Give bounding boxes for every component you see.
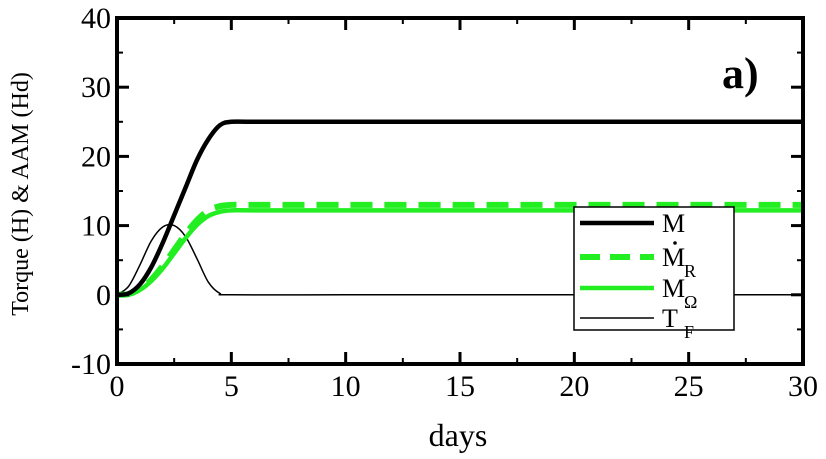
series-line-3: [116, 223, 803, 296]
y-tick-label: 40: [81, 2, 111, 35]
series-line-1: [116, 201, 803, 298]
x-tick-label: 5: [224, 370, 239, 403]
y-tick-label: 20: [81, 140, 111, 173]
legend-label-2: M: [662, 274, 685, 303]
y-tick-label: 30: [81, 71, 111, 104]
plot-frame: [115, 16, 805, 366]
x-tick-label: 15: [445, 370, 475, 403]
legend-sub-1: R: [684, 261, 696, 281]
legend-sub-2: Ω: [684, 292, 697, 312]
legend-label-0: M: [662, 209, 685, 238]
x-tick-label: 20: [559, 370, 589, 403]
y-tick-label: 0: [96, 279, 111, 312]
legend-label-1: M: [662, 243, 685, 272]
y-tick-label: 10: [81, 210, 111, 243]
legend-box: [573, 206, 735, 331]
plot-area: [116, 119, 803, 298]
x-axis-label: days: [429, 417, 488, 453]
legend-dot-1: [673, 241, 677, 245]
legend-label-3: T: [662, 304, 678, 333]
x-tick-label: 30: [788, 370, 818, 403]
series-line-0: [116, 119, 803, 298]
y-axis-label: Torque (H) & AAM (Hd): [8, 72, 34, 316]
y-tick-label: -10: [71, 348, 111, 381]
x-tick-label: 25: [674, 370, 704, 403]
x-tick-label: 10: [331, 370, 361, 403]
legend-sub-3: F: [684, 322, 694, 342]
x-tick-label: 0: [110, 370, 125, 403]
panel-label: a): [722, 49, 759, 98]
